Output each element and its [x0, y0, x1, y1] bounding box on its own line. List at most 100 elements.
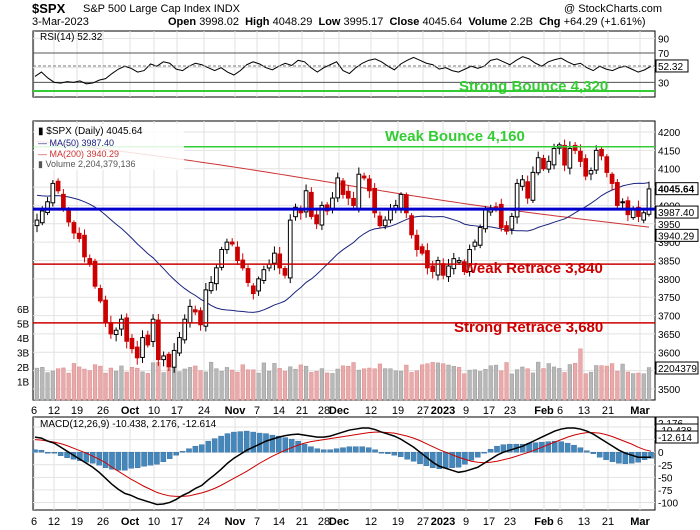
price-x-tick-label: 19 [71, 405, 83, 417]
candle-body [308, 191, 314, 217]
macd-x-tick-label: 6 [557, 516, 563, 528]
macd-value-tag: -12.614 [658, 433, 692, 444]
macd-histogram-bar [545, 441, 552, 453]
macd-x-tick-label: 21 [602, 516, 614, 528]
candle-body [356, 173, 362, 209]
volume-axis-tick: 2B [17, 363, 30, 374]
price-x-tick-label: 17 [171, 405, 183, 417]
macd-histogram-bar [186, 448, 192, 453]
macd-histogram-bar [295, 440, 301, 453]
volume-bar [166, 368, 171, 401]
macd-histogram-bar [288, 438, 295, 453]
ma50-legend: — MA(50) 3987.40 [38, 138, 114, 148]
price-candle [498, 198, 504, 232]
price-candle [55, 178, 61, 194]
volume-bar [61, 367, 66, 401]
price-candle [82, 229, 87, 263]
price-candle [435, 256, 441, 281]
volume-label: Volume [468, 16, 508, 28]
candle-body [498, 203, 504, 228]
macd-histogram-bar [628, 451, 635, 464]
candle-body [150, 318, 156, 342]
price-candle [525, 175, 531, 204]
candle-body [61, 193, 66, 210]
volume-bar [456, 367, 462, 401]
price-y-tick: 3500 [658, 385, 681, 396]
price-candle [414, 229, 420, 257]
volume-bar [50, 370, 55, 401]
macd-x-tick-label: 2023 [431, 516, 455, 528]
price-candle [377, 211, 383, 229]
macd-histogram-bar [211, 438, 218, 453]
volume-bar [40, 367, 45, 401]
price-candle [214, 263, 219, 291]
macd-histogram-bar [128, 451, 135, 469]
candle-body [192, 309, 198, 313]
price-y-tick: 3950 [658, 220, 681, 231]
rsi-value-tag-text: 52.32 [658, 62, 683, 73]
candle-body [203, 289, 209, 327]
macd-y-tick: -50 [658, 473, 673, 484]
candle-body [562, 144, 567, 166]
macd-histogram-bar [507, 443, 513, 453]
macd-histogram-bar [237, 431, 244, 453]
volume-bar [377, 363, 383, 401]
price-candle [277, 246, 283, 275]
macd-histogram-bar [45, 451, 51, 454]
volume-bar [351, 362, 356, 401]
macd-x-tick-label: Nov [225, 516, 247, 528]
macd-histogram-bar [173, 451, 179, 456]
macd-histogram-bar [410, 451, 417, 462]
macd-histogram-bar [468, 451, 475, 461]
macd-histogram-bar [250, 431, 256, 453]
candle-body [377, 215, 383, 227]
macd-histogram-bar [160, 451, 167, 462]
price-candle [335, 172, 341, 203]
candle-body [541, 157, 546, 170]
price-candle [113, 327, 119, 342]
price-candle [208, 276, 214, 294]
candle-body [50, 182, 56, 204]
volume-axis-tick: 4B [17, 334, 30, 345]
price-candle [256, 276, 261, 296]
candle-body [76, 232, 82, 239]
price-candle [272, 246, 277, 271]
rsi-y-tick: 70 [658, 49, 670, 60]
volume-bar [472, 369, 477, 401]
price-x-tick-label: 23 [504, 405, 516, 417]
macd-histogram-bar [481, 451, 487, 454]
candle-body [45, 201, 50, 214]
volume-bar [362, 368, 367, 401]
macd-histogram-bar [141, 451, 147, 467]
volume-bar [441, 363, 446, 401]
macd-histogram-bar [584, 450, 590, 453]
macd-histogram-bar [333, 448, 340, 453]
candle-body [588, 170, 594, 175]
candle-body [182, 318, 188, 341]
macd-histogram-bar [397, 451, 404, 457]
volume-bar [251, 369, 256, 401]
candle-body [620, 201, 625, 204]
candle-body [641, 212, 647, 221]
volume-bar [367, 367, 372, 401]
price-candle [308, 187, 314, 220]
price-candle [620, 198, 625, 209]
macd-x-tick-label: 17 [483, 516, 495, 528]
price-candle [129, 334, 135, 354]
ohlc-summary: Open 3998.02 High 4048.29 Low 3995.17 Cl… [168, 16, 646, 28]
volume-bar [230, 369, 235, 401]
macd-histogram-bar [346, 446, 353, 453]
volume-bar [646, 367, 652, 401]
price-candle [509, 212, 515, 235]
ma50-value-tag: 3987.40 [658, 208, 695, 219]
volume-bar [161, 372, 166, 401]
macd-histogram-bar [282, 437, 289, 453]
price-candle [150, 314, 156, 348]
high-label: High [245, 16, 270, 28]
candle-body [235, 246, 240, 261]
price-candle [171, 343, 177, 373]
price-candle [92, 258, 98, 289]
volume-bar [114, 370, 119, 401]
rsi-line [34, 56, 652, 85]
price-x-tick-label: 13 [578, 405, 590, 417]
